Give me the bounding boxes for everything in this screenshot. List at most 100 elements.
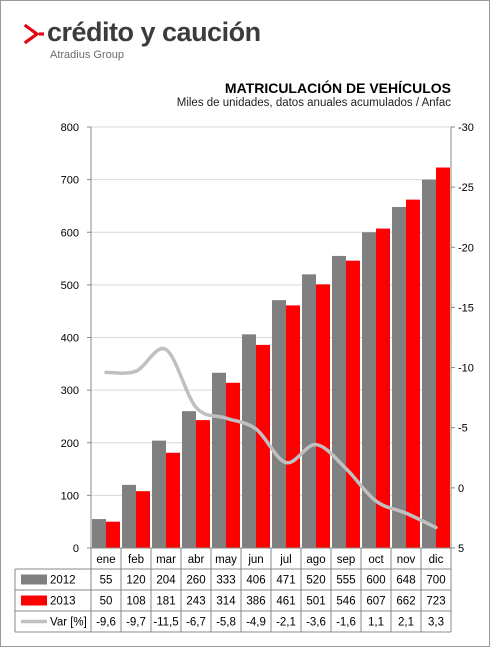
legend-label: 2013 — [50, 596, 76, 608]
y-left-tick-label: 100 — [61, 490, 79, 502]
bar-2013 — [226, 382, 240, 548]
bar-2013 — [106, 521, 120, 548]
table-cell-value: -1,6 — [336, 617, 356, 629]
y-left-tick-label: 200 — [61, 438, 79, 450]
legend-key-2013 — [21, 595, 47, 606]
y-right-tick-label: 0 — [458, 483, 464, 495]
table-cell-value: 471 — [276, 575, 295, 587]
y-left-tick-label: 700 — [61, 175, 79, 187]
bar-2013 — [136, 491, 150, 548]
y-right-tick-label: -30 — [458, 122, 474, 134]
bar-2012 — [302, 274, 316, 548]
table-cell-value: 723 — [426, 596, 445, 608]
legend-label: Var [%] — [50, 617, 87, 629]
bar-2012 — [272, 300, 286, 548]
y-right-tick-label: -10 — [458, 363, 474, 375]
table-cell-value: -11,5 — [153, 617, 178, 629]
y-left-tick-label: 300 — [61, 385, 79, 397]
y-left-tick-label: 500 — [61, 280, 79, 292]
table-cell-value: -2,1 — [276, 617, 296, 629]
y-right-tick-label: -5 — [458, 423, 468, 435]
brand-name: crédito y caución — [47, 17, 261, 47]
bar-2012 — [362, 232, 376, 548]
y-right-tick-label: -20 — [458, 242, 474, 254]
category-label: mar — [156, 554, 176, 566]
table-cell-value: 546 — [336, 596, 355, 608]
category-label: abr — [188, 554, 205, 566]
table-cell-value: 333 — [216, 575, 235, 587]
table-cell-value: 607 — [366, 596, 385, 608]
category-label: jul — [279, 554, 292, 566]
chart-title: MATRICULACIÓN DE VEHÍCULOS — [224, 80, 451, 96]
brand-arrow-icon — [23, 23, 44, 45]
table-cell-value: -9,7 — [126, 617, 146, 629]
table-cell-value: 501 — [306, 596, 325, 608]
table-cell-value: 662 — [396, 596, 415, 608]
category-label: may — [215, 554, 237, 566]
category-label: oct — [368, 554, 384, 566]
table-cell-value: 204 — [156, 575, 176, 587]
bar-2012 — [182, 411, 196, 548]
bar-2013 — [256, 344, 270, 548]
table-cell-value: 1,1 — [368, 617, 384, 629]
category-label: jun — [247, 554, 263, 566]
legend-label: 2012 — [50, 575, 76, 587]
bar-2013 — [346, 260, 360, 548]
y-left-tick-label: 0 — [73, 543, 79, 555]
bar-2012 — [212, 372, 226, 548]
table-cell-value: 3,3 — [428, 617, 444, 629]
variation-line — [104, 346, 438, 530]
bar-2012 — [152, 440, 166, 548]
table-cell-value: 600 — [366, 575, 385, 587]
bar-2013 — [316, 284, 330, 548]
table-cell-value: 520 — [306, 575, 325, 587]
table-cell-value: 260 — [186, 575, 205, 587]
table-cell-value: 108 — [126, 596, 145, 608]
bar-2013 — [196, 420, 210, 548]
category-label: nov — [397, 554, 416, 566]
category-label: dic — [429, 554, 444, 566]
legend-key-2012 — [21, 574, 47, 585]
y-right-tick-label: -25 — [458, 182, 474, 194]
y-left-tick-label: 400 — [61, 333, 79, 345]
y-left-tick-label: 600 — [61, 227, 79, 239]
table-cell-value: 120 — [126, 575, 145, 587]
category-label: ene — [96, 554, 115, 566]
table-cell-value: 555 — [336, 575, 355, 587]
bar-2013 — [166, 452, 180, 548]
table-cell-value: 2,1 — [398, 617, 414, 629]
table-cell-value: 181 — [156, 596, 175, 608]
bar-2012 — [92, 519, 106, 548]
table-cell-value: 648 — [396, 575, 415, 587]
bar-2013 — [376, 228, 390, 548]
category-label: feb — [128, 554, 144, 566]
table-cell-value: -9,6 — [96, 617, 116, 629]
table-cell-value: 700 — [426, 575, 445, 587]
brand-group: Atradius Group — [50, 49, 124, 61]
table-cell-value: -5,8 — [216, 617, 236, 629]
bar-2013 — [436, 167, 450, 549]
bar-2012 — [242, 334, 256, 548]
bar-2012 — [422, 179, 436, 548]
table-cell-value: -6,7 — [186, 617, 206, 629]
table-cell-value: 55 — [100, 575, 113, 587]
bar-2013 — [406, 199, 420, 548]
bar-2012 — [122, 484, 136, 548]
category-label: ago — [306, 554, 325, 566]
bar-2012 — [392, 206, 406, 549]
table-cell-value: 461 — [276, 596, 295, 608]
y-left-tick-label: 800 — [61, 122, 79, 134]
y-right-tick-label: 5 — [458, 543, 464, 555]
table-cell-value: 243 — [186, 596, 205, 608]
table-cell-value: -3,6 — [306, 617, 326, 629]
table-cell-value: 314 — [216, 596, 236, 608]
table-cell-value: 406 — [246, 575, 265, 587]
chart-subtitle: Miles de unidades, datos anuales acumula… — [176, 97, 451, 109]
category-label: sep — [337, 554, 356, 566]
y-right-tick-label: -15 — [458, 302, 474, 314]
table-cell-value: 50 — [100, 596, 113, 608]
bar-2013 — [286, 305, 300, 548]
table-cell-value: 386 — [246, 596, 265, 608]
